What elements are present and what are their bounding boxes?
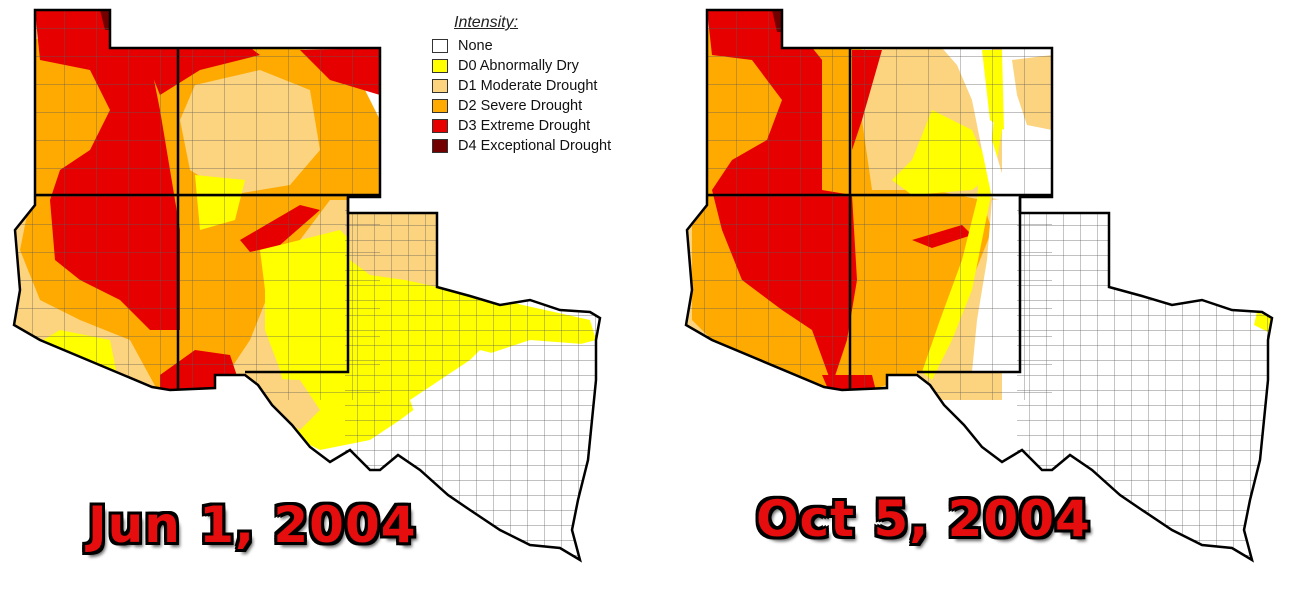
legend-label: D1 Moderate Drought xyxy=(458,78,598,94)
legend-list: None D0 Abnormally Dry D1 Moderate Drought… xyxy=(432,36,672,156)
date-label-right: Oct 5, 2004 xyxy=(756,490,1091,548)
legend-swatch xyxy=(432,119,448,133)
legend-item: D2 Severe Drought xyxy=(432,96,672,116)
legend-swatch xyxy=(432,59,448,73)
legend-label: None xyxy=(458,38,493,54)
map-oct-2004 xyxy=(684,8,1274,563)
legend-item: D1 Moderate Drought xyxy=(432,76,672,96)
legend-label: D0 Abnormally Dry xyxy=(458,58,579,74)
legend-label: D3 Extreme Drought xyxy=(458,118,591,134)
legend-item: None xyxy=(432,36,672,56)
legend-swatch xyxy=(432,139,448,153)
legend-swatch xyxy=(432,79,448,93)
legend-swatch xyxy=(432,99,448,113)
legend-title: Intensity: xyxy=(454,14,519,31)
legend-label: D4 Exceptional Drought xyxy=(458,138,612,154)
legend-label: D2 Severe Drought xyxy=(458,98,583,114)
legend-item: D3 Extreme Drought xyxy=(432,116,672,136)
legend: Intensity: None D0 Abnormally Dry D1 Moder… xyxy=(432,14,672,156)
legend-item: D0 Abnormally Dry xyxy=(432,56,672,76)
legend-swatch xyxy=(432,39,448,53)
date-label-left: Jun 1, 2004 xyxy=(88,496,417,554)
legend-item: D4 Exceptional Drought xyxy=(432,136,672,156)
